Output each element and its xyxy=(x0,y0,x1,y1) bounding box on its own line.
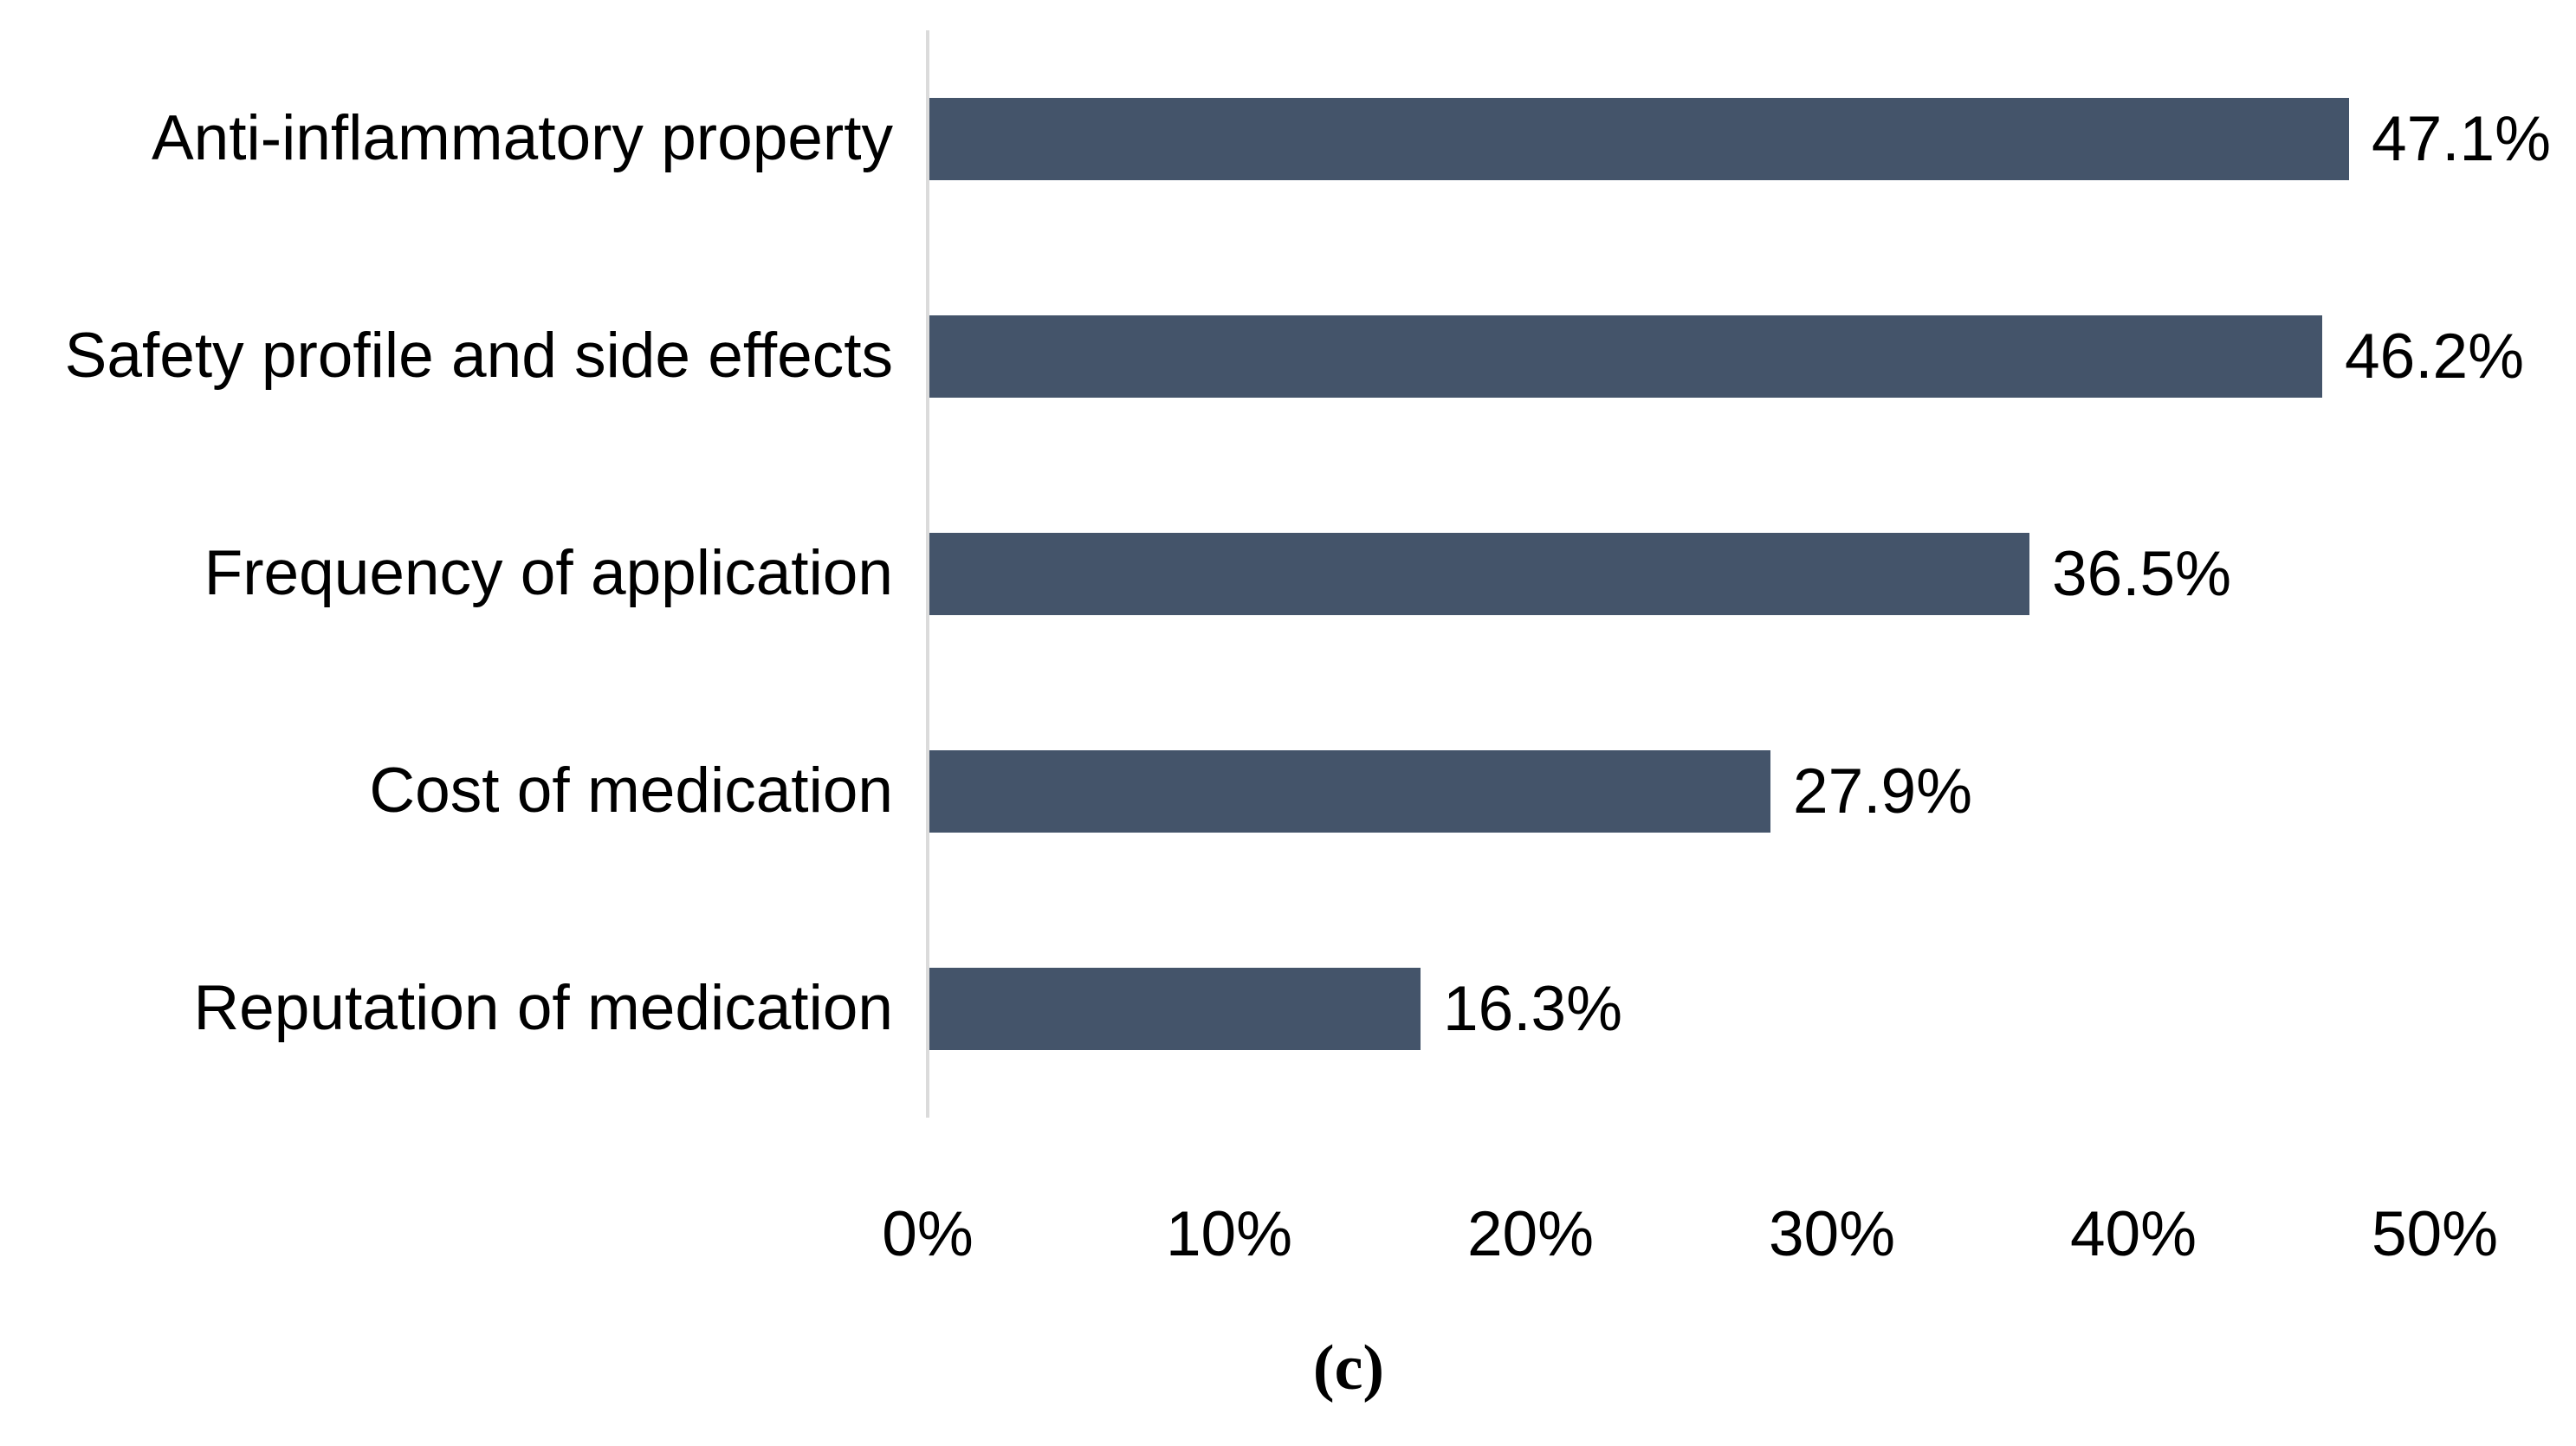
y-axis-line xyxy=(926,30,929,1118)
x-tick-label: 30% xyxy=(1768,1199,1896,1269)
bar xyxy=(929,315,2322,398)
category-label: Safety profile and side effects xyxy=(64,321,893,392)
x-tick-label: 20% xyxy=(1466,1199,1595,1269)
category-row: Safety profile and side effects 46.2% xyxy=(0,248,2576,465)
category-row: Anti-inflammatory property 47.1% xyxy=(0,30,2576,248)
x-tick-label: 10% xyxy=(1165,1199,1293,1269)
category-label: Cost of medication xyxy=(369,755,893,827)
x-tick-label: 40% xyxy=(2069,1199,2197,1269)
category-row: Reputation of medication 16.3% xyxy=(0,900,2576,1118)
value-label: 16.3% xyxy=(1443,974,1622,1044)
category-row: Cost of medication 27.9% xyxy=(0,683,2576,900)
value-label: 27.9% xyxy=(1793,756,1972,827)
category-label: Reputation of medication xyxy=(193,973,893,1044)
value-label: 46.2% xyxy=(2345,321,2524,392)
x-axis: 0% 10% 20% 30% 40% 50% xyxy=(882,1199,2576,1281)
bar-rows: Anti-inflammatory property 47.1% Safety pr… xyxy=(0,30,2576,1118)
bar xyxy=(929,98,2349,180)
plot-area: Anti-inflammatory property 47.1% Safety pr… xyxy=(0,30,2576,1118)
category-row: Frequency of application 36.5% xyxy=(0,465,2576,683)
bar xyxy=(929,968,1421,1050)
figure-caption: (c) xyxy=(1312,1333,1385,1404)
bar xyxy=(929,750,1770,833)
bar xyxy=(929,533,2029,615)
category-label: Anti-inflammatory property xyxy=(151,103,893,174)
x-tick-label: 50% xyxy=(2371,1199,2499,1269)
category-label: Frequency of application xyxy=(204,538,893,609)
value-label: 36.5% xyxy=(2052,539,2231,609)
x-tick-label: 0% xyxy=(882,1199,974,1269)
value-label: 47.1% xyxy=(2372,104,2551,174)
